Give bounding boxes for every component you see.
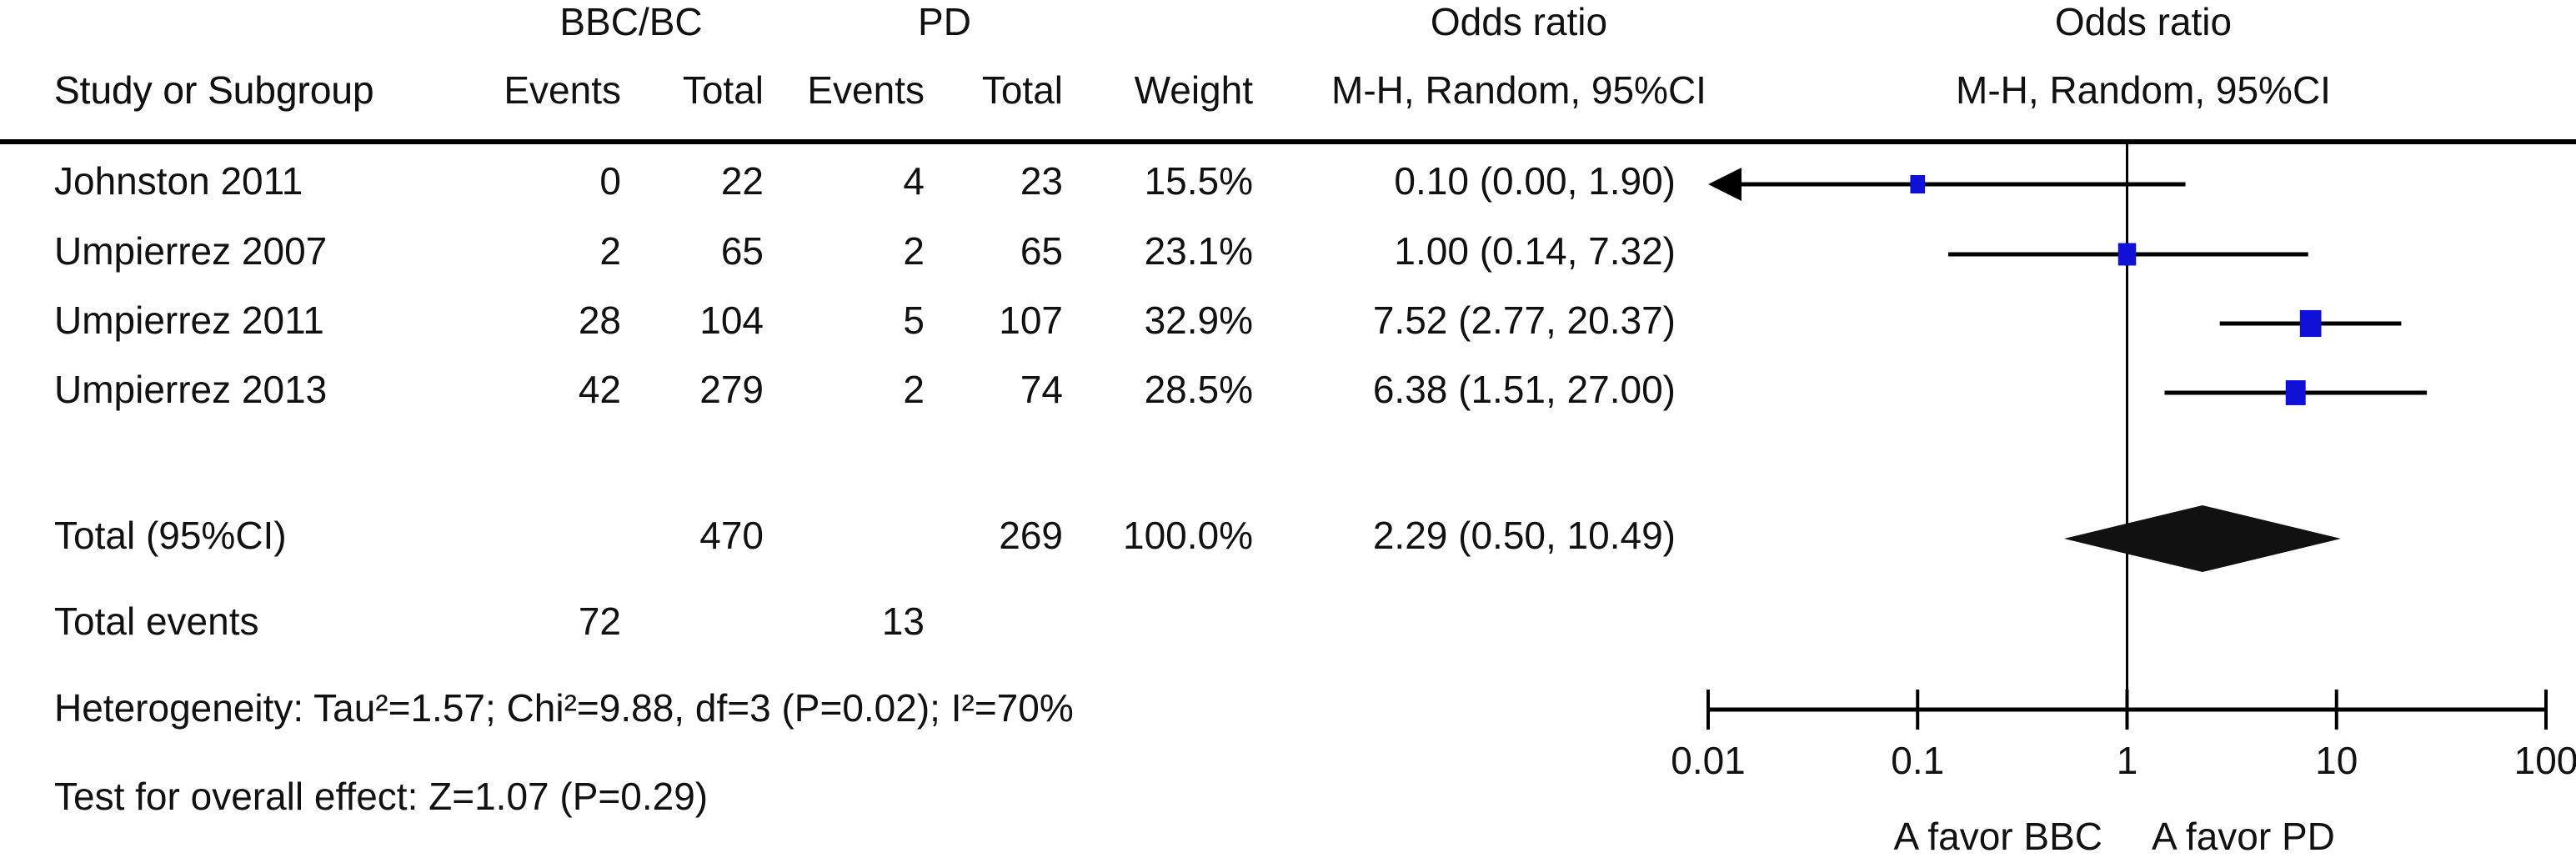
cell: 65 xyxy=(1020,229,1063,273)
group-header: BBC/BC xyxy=(559,0,702,43)
row-label: Johnston 2011 xyxy=(54,159,303,203)
group-header: Odds ratio xyxy=(2055,0,2232,43)
column-header: Study or Subgroup xyxy=(54,68,374,112)
cell: 104 xyxy=(699,299,764,342)
column-header: Events xyxy=(504,68,621,112)
cell: 107 xyxy=(999,299,1063,342)
favor-label: A favor BBC xyxy=(1893,815,2102,858)
study-square xyxy=(1910,174,1926,194)
cell: 74 xyxy=(1020,368,1063,411)
cell: 100.0% xyxy=(1123,514,1253,557)
x-tick-label: 100 xyxy=(2514,739,2576,782)
cell: 4 xyxy=(903,159,925,203)
column-header: Total xyxy=(982,68,1063,112)
cell: 28 xyxy=(579,299,621,342)
overall-effect: Test for overall effect: Z=1.07 (P=0.29) xyxy=(54,775,708,818)
cell: 2 xyxy=(903,229,925,273)
cell: 15.5% xyxy=(1145,159,1253,203)
cell: 2 xyxy=(903,368,925,411)
group-header: PD xyxy=(918,0,971,43)
cell: 5 xyxy=(903,299,925,342)
cell: 7.52 (2.77, 20.37) xyxy=(1373,299,1676,342)
row-label: Umpierrez 2013 xyxy=(54,368,327,411)
cell: 32.9% xyxy=(1145,299,1253,342)
heterogeneity: Heterogeneity: Tau²=1.57; Chi²=9.88, df=… xyxy=(54,686,1074,730)
column-header: M-H, Random, 95%CI xyxy=(1331,68,1706,112)
cell: 0 xyxy=(599,159,621,203)
column-header: Weight xyxy=(1135,68,1254,112)
favor-label: A favor PD xyxy=(2152,815,2335,858)
study-square xyxy=(2299,309,2322,338)
ci-arrow xyxy=(1708,168,1742,201)
group-header: Odds ratio xyxy=(1431,0,1607,43)
study-square xyxy=(2117,243,2137,266)
cell: 279 xyxy=(699,368,764,411)
column-header: Events xyxy=(807,68,925,112)
column-header: Total xyxy=(683,68,764,112)
cell: 269 xyxy=(999,514,1063,557)
cell: 2.29 (0.50, 10.49) xyxy=(1373,514,1676,557)
cell: 72 xyxy=(579,600,621,643)
row-label: Total events xyxy=(54,600,258,643)
cell: 6.38 (1.51, 27.00) xyxy=(1373,368,1676,411)
cell: 0.10 (0.00, 1.90) xyxy=(1394,159,1676,203)
cell: 470 xyxy=(699,514,764,557)
cell: 13 xyxy=(882,600,925,643)
cell: 23 xyxy=(1020,159,1063,203)
cell: 42 xyxy=(579,368,621,411)
column-header: M-H, Random, 95%CI xyxy=(1956,68,2331,112)
x-tick-label: 10 xyxy=(2315,739,2358,782)
x-tick-label: 0.01 xyxy=(1671,739,1746,782)
x-tick-label: 0.1 xyxy=(1891,739,1944,782)
cell: 22 xyxy=(721,159,764,203)
cell: 23.1% xyxy=(1145,229,1253,273)
cell: 2 xyxy=(599,229,621,273)
row-label: Umpierrez 2007 xyxy=(54,229,327,273)
x-tick-label: 1 xyxy=(2117,739,2138,782)
cell: 1.00 (0.14, 7.32) xyxy=(1394,229,1676,273)
cell: 65 xyxy=(721,229,764,273)
pooled-diamond xyxy=(2063,505,2341,572)
cell: 28.5% xyxy=(1145,368,1253,411)
column-header: Study or Subgroup xyxy=(54,68,374,112)
row-label: Umpierrez 2011 xyxy=(54,299,324,342)
study-square xyxy=(2285,380,2306,405)
row-label: Total (95%CI) xyxy=(54,514,287,557)
